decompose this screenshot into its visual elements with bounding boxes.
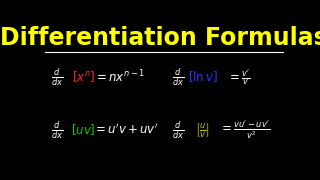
Text: $= \frac{vu' - uv'}{v^2}$: $= \frac{vu' - uv'}{v^2}$ (219, 118, 270, 141)
Text: Differentiation Formulas: Differentiation Formulas (0, 26, 320, 50)
Text: $= u'v + uv'$: $= u'v + uv'$ (93, 122, 158, 137)
Text: $= \frac{v'}{v}$: $= \frac{v'}{v}$ (227, 67, 250, 87)
Text: $\frac{d}{dx}$: $\frac{d}{dx}$ (51, 119, 63, 141)
Text: $[\ln v]$: $[\ln v]$ (188, 70, 217, 84)
Text: $\frac{d}{dx}$: $\frac{d}{dx}$ (172, 119, 184, 141)
Text: $\left[\frac{u}{v}\right]$: $\left[\frac{u}{v}\right]$ (195, 121, 210, 139)
Text: $[uv]$: $[uv]$ (71, 122, 96, 137)
Text: $\frac{d}{dx}$: $\frac{d}{dx}$ (172, 66, 184, 88)
Text: $[x^n]$: $[x^n]$ (72, 70, 95, 84)
Text: $\frac{d}{dx}$: $\frac{d}{dx}$ (51, 66, 63, 88)
Text: $= nx^{n-1}$: $= nx^{n-1}$ (94, 69, 145, 85)
